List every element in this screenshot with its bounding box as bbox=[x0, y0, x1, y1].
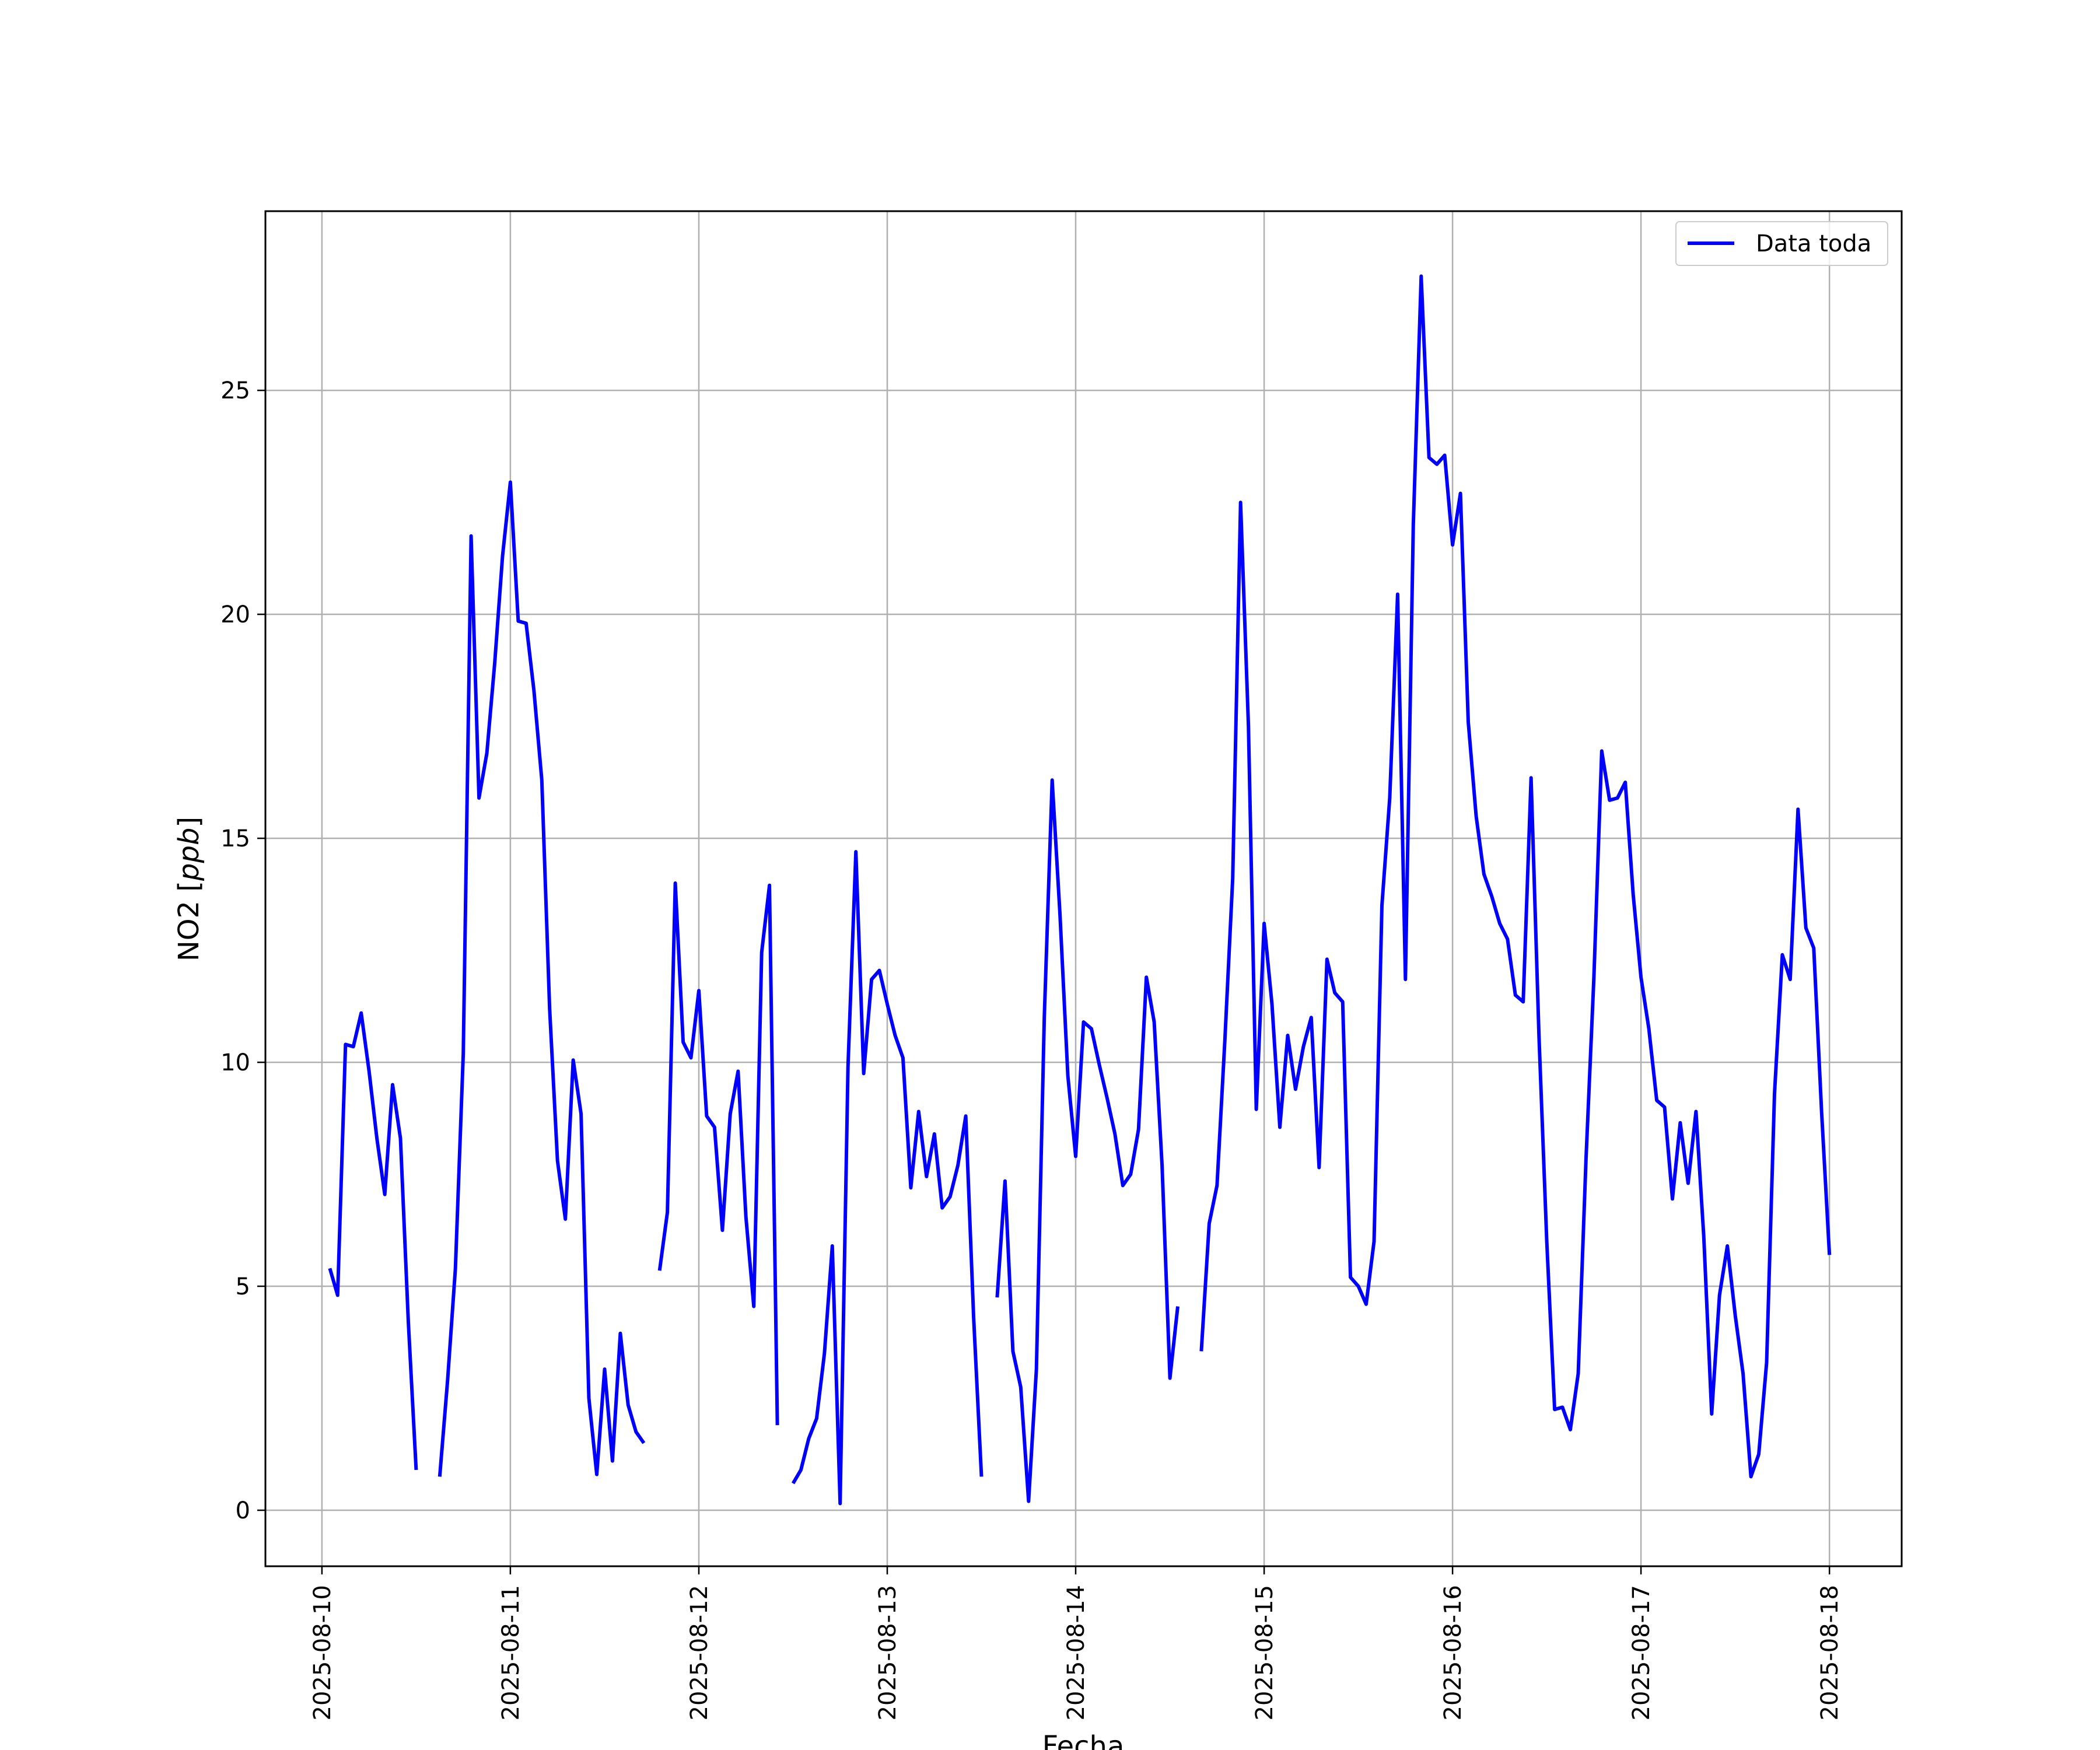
y-tick-labels: 0 5 10 15 20 25 bbox=[220, 377, 250, 1524]
y-axis-title-main: NO2 [ bbox=[173, 881, 205, 961]
y-tick-label: 5 bbox=[236, 1273, 250, 1300]
x-tick-label: 2025-08-16 bbox=[1440, 1585, 1466, 1720]
y-tick-label: 25 bbox=[220, 377, 250, 404]
plot-frame bbox=[264, 210, 1903, 1567]
series-line-segment bbox=[328, 1011, 418, 1471]
x-axis-title: Fecha bbox=[1042, 1730, 1125, 1750]
grid-lines bbox=[265, 211, 1902, 1566]
y-tick-label: 15 bbox=[220, 825, 250, 852]
x-tick-label: 2025-08-11 bbox=[498, 1585, 524, 1720]
x-tick-labels: 2025-08-10 2025-08-11 2025-08-12 2025-08-13… bbox=[309, 1585, 1843, 1720]
series-line-segment bbox=[438, 480, 646, 1477]
series-line-segment bbox=[1199, 274, 1832, 1479]
x-tick-label: 2025-08-13 bbox=[874, 1585, 901, 1720]
x-tick-label: 2025-08-15 bbox=[1251, 1585, 1278, 1720]
x-tick-label: 2025-08-17 bbox=[1628, 1585, 1655, 1720]
x-tick-label: 2025-08-10 bbox=[309, 1585, 336, 1720]
x-tick-label: 2025-08-12 bbox=[686, 1585, 713, 1720]
legend-label: Data toda bbox=[1756, 230, 1871, 257]
x-tick-label: 2025-08-18 bbox=[1817, 1585, 1843, 1720]
series-lines bbox=[328, 274, 1832, 1506]
legend: Data toda bbox=[1675, 221, 1888, 266]
y-tick-label: 0 bbox=[236, 1497, 250, 1524]
y-axis-title: NO2 [ppb] bbox=[173, 817, 205, 961]
legend-box bbox=[1675, 221, 1888, 266]
y-axis-title-close: ] bbox=[173, 817, 205, 828]
y-tick-label: 20 bbox=[220, 601, 250, 628]
axis-ticks bbox=[257, 389, 1831, 1574]
series-line-segment bbox=[791, 850, 984, 1506]
x-tick-label: 2025-08-14 bbox=[1063, 1585, 1090, 1720]
series-line-segment bbox=[657, 881, 779, 1426]
series-line-segment bbox=[995, 778, 1180, 1503]
y-tick-label: 10 bbox=[220, 1049, 250, 1076]
y-axis-title-unit: ppb bbox=[173, 828, 205, 881]
